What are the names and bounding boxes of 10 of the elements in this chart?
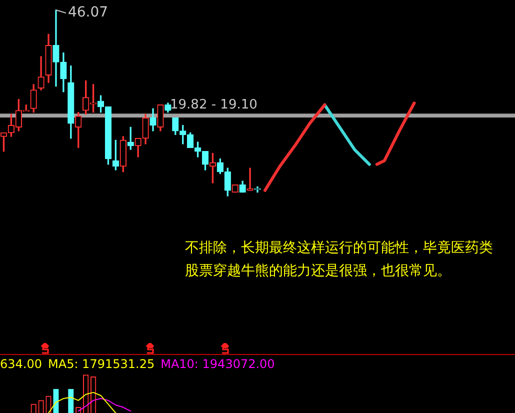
text: MA10: 1943072.00 xyxy=(160,357,275,371)
bar xyxy=(53,389,59,413)
candlestick xyxy=(246,168,254,191)
text: MA5: 1791531.25 xyxy=(48,357,155,371)
text: 634.00 xyxy=(0,357,42,371)
text: 不排除，长期最终这样运行的可能性，毕竟医药类股票穿越牛熊的能力还是很强，也很常见。 xyxy=(185,239,494,281)
bar xyxy=(68,389,74,413)
band-label: 19.82 - 19.10 xyxy=(170,97,258,112)
annotation: 46.07 xyxy=(68,4,108,21)
candlestick xyxy=(52,10,60,87)
